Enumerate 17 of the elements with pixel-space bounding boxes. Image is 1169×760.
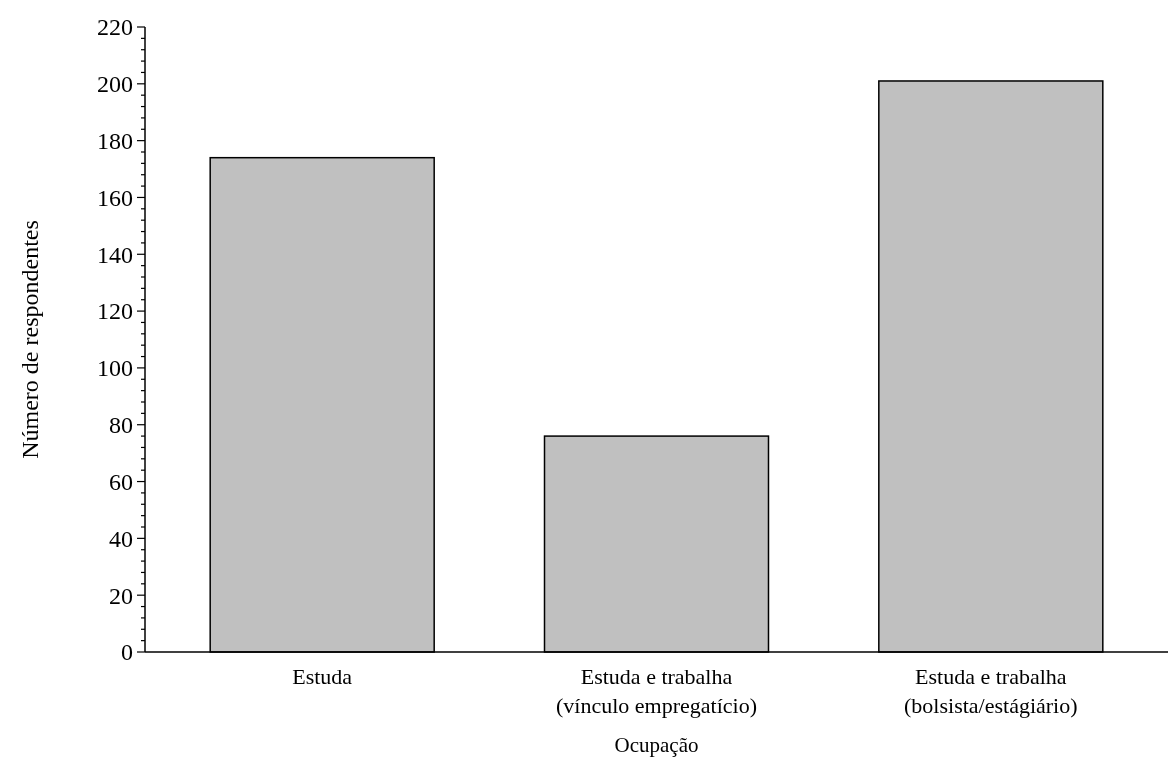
y-axis-title: Número de respondentes — [17, 220, 43, 459]
x-tick-label: Estuda e trabalha (vínculo empregatício) — [556, 664, 757, 718]
y-tick-label: 120 — [97, 298, 133, 325]
y-tick-label: 0 — [121, 639, 133, 666]
x-axis-title: Ocupação — [614, 733, 699, 757]
y-tick-label: 40 — [109, 525, 133, 552]
y-tick-label: 220 — [97, 14, 133, 41]
y-tick-label: 180 — [97, 128, 133, 155]
x-tick-label: Estuda e trabalha (bolsista/estágiário) — [904, 664, 1078, 718]
y-tick-label: 200 — [97, 71, 133, 98]
y-tick-label: 20 — [109, 582, 133, 609]
y-tick-label: 160 — [97, 184, 133, 211]
x-tick-label: Estuda — [292, 664, 353, 689]
y-tick-label: 60 — [109, 468, 133, 495]
y-tick-label: 140 — [97, 241, 133, 268]
y-tick-label: 100 — [97, 355, 133, 382]
y-tick-label: 80 — [109, 412, 133, 439]
